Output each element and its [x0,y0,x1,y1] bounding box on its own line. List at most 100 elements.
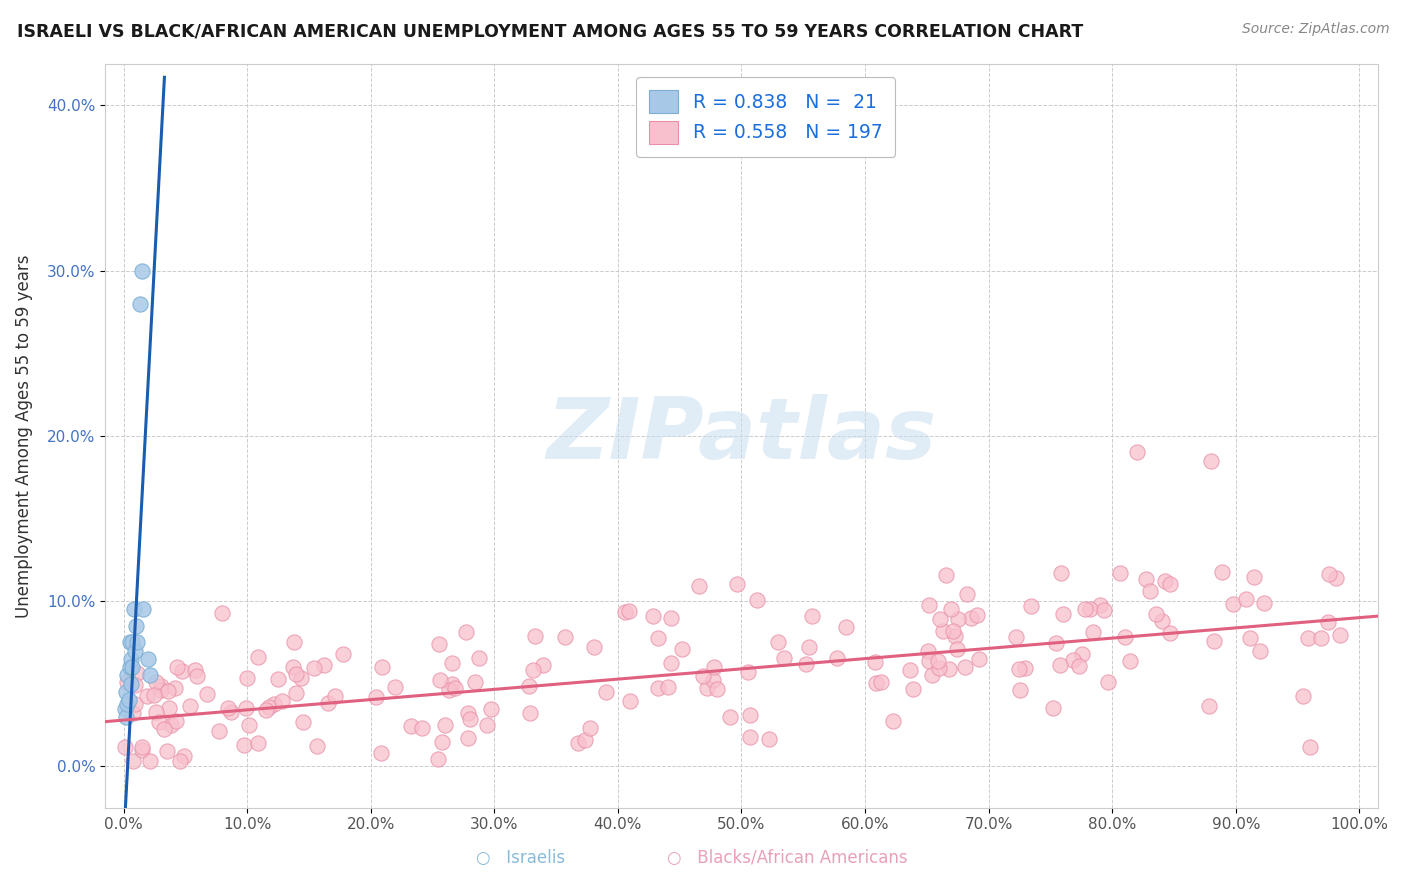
Point [1159,626,1181,640]
Point [641,608,664,623]
Point [120,652,142,666]
Point [316,696,339,710]
Point [942,624,965,639]
Point [114,740,136,755]
Point [121,660,143,674]
Point [444,681,467,695]
Point [1249,644,1271,658]
Point [131,739,153,754]
Point [427,637,450,651]
Point [186,669,208,683]
Point [263,697,285,711]
Point [211,606,233,620]
Point [149,683,172,698]
Point [156,744,179,758]
Point [117,697,139,711]
Point [901,681,924,696]
Point [427,752,450,766]
Point [617,604,640,618]
Point [217,701,239,715]
Point [1045,636,1067,650]
Point [519,706,541,720]
Point [766,635,789,649]
Point [468,650,491,665]
Point [1139,584,1161,599]
Point [918,654,941,668]
Point [917,644,939,658]
Point [364,690,387,705]
Point [567,736,589,750]
Point [918,598,941,612]
Point [122,706,145,720]
Point [304,661,326,675]
Point [115,685,138,699]
Point [138,668,160,682]
Text: ZIPatlas: ZIPatlas [547,394,936,477]
Point [464,674,486,689]
Point [457,731,479,745]
Point [614,605,637,619]
Point [939,602,962,616]
Point [737,665,759,680]
Point [531,658,554,673]
Point [517,679,540,693]
Point [1135,572,1157,586]
Point [384,680,406,694]
Text: Source: ZipAtlas.com: Source: ZipAtlas.com [1241,22,1389,37]
Point [1042,701,1064,715]
Point [122,602,145,616]
Point [796,657,818,672]
Point [284,667,307,681]
Point [145,705,167,719]
Point [124,643,146,657]
Point [703,659,725,673]
Point [1081,625,1104,640]
Point [1222,597,1244,611]
Point [745,592,768,607]
Point [142,688,165,702]
Point [131,743,153,757]
Point [219,706,242,720]
Point [283,635,305,649]
Point [835,620,858,634]
Point [1109,566,1132,580]
Point [865,656,887,670]
Point [1071,647,1094,661]
Point [1292,690,1315,704]
Point [523,629,546,643]
Point [583,640,606,654]
Point [257,700,280,714]
Point [1253,596,1275,610]
Point [1154,574,1177,588]
Point [1234,592,1257,607]
Point [117,693,139,707]
Point [938,662,960,676]
Point [235,701,257,715]
Point [706,681,728,696]
Point [827,651,849,665]
Point [1062,653,1084,667]
Point [1202,633,1225,648]
Point [671,641,693,656]
Point [647,681,669,695]
Point [659,611,682,625]
Point [619,694,641,708]
Point [437,683,460,698]
Point [1152,614,1174,628]
Point [1114,630,1136,644]
Point [1097,675,1119,690]
Point [1090,598,1112,612]
Point [1144,607,1167,622]
Point [522,663,544,677]
Point [124,678,146,692]
Point [1324,571,1347,585]
Point [475,718,498,732]
Point [718,710,741,724]
Point [595,684,617,698]
Point [305,739,328,753]
Point [953,660,976,674]
Point [688,578,710,592]
Point [758,732,780,747]
Point [800,609,823,624]
Point [165,714,187,728]
